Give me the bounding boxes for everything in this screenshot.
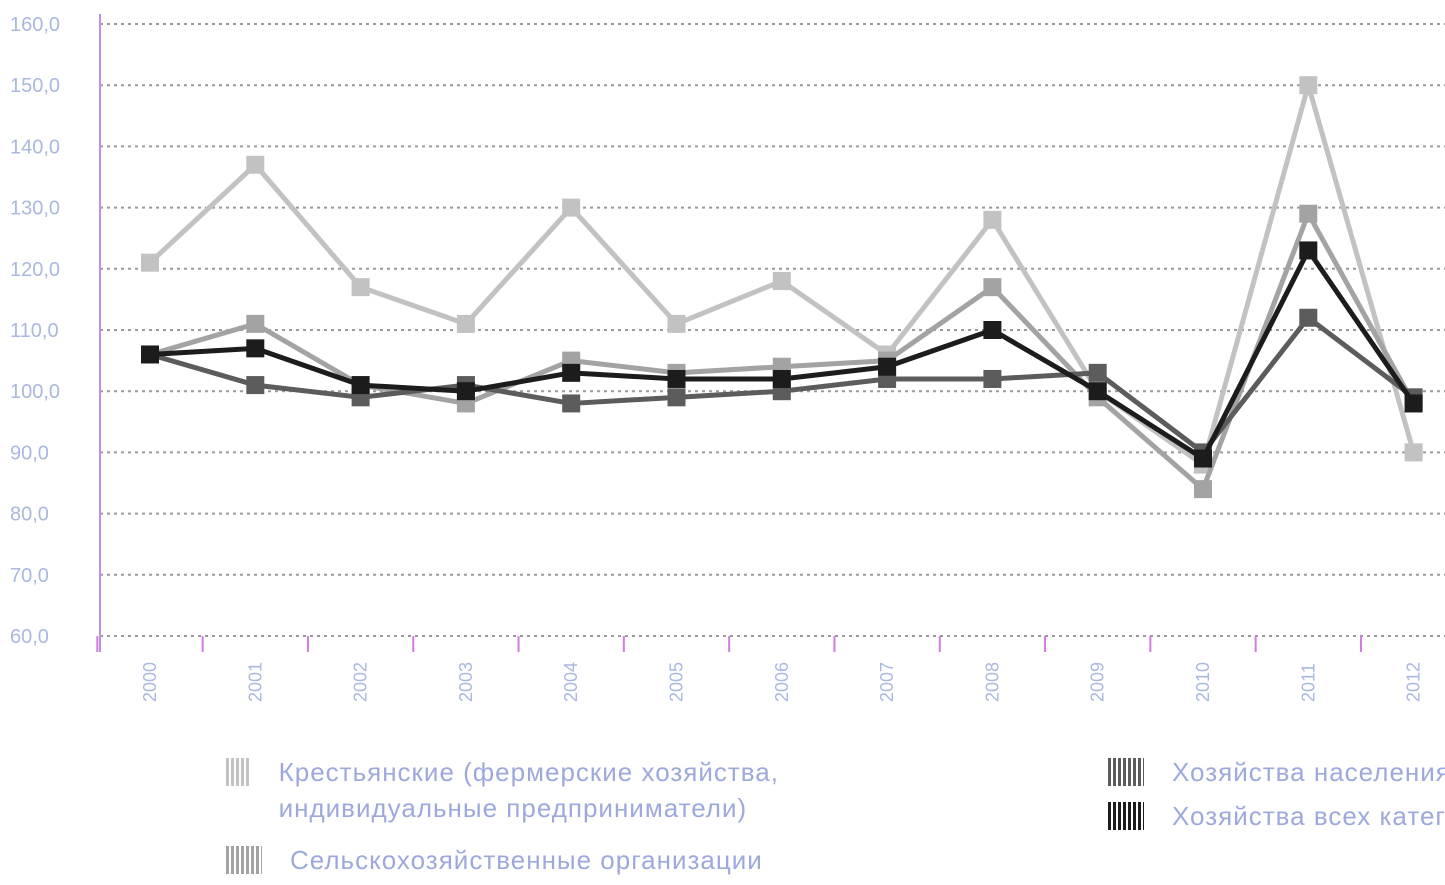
data-point (983, 369, 1002, 388)
legend-swatch-farms (226, 758, 251, 786)
legend-swatch-agri-orgs (226, 846, 262, 874)
x-tick-label: 2008 (982, 662, 1002, 702)
data-point (667, 314, 686, 333)
series-3 (141, 241, 1423, 468)
data-point (1299, 308, 1318, 327)
x-tick-label: 2005 (667, 662, 687, 702)
series-1 (141, 204, 1423, 499)
x-tick-label: 2011 (1298, 663, 1318, 702)
data-point (562, 394, 581, 413)
data-point (1404, 443, 1423, 462)
data-point (456, 314, 475, 333)
x-tick-label: 2009 (1088, 662, 1108, 702)
data-point (246, 314, 265, 333)
data-point (983, 278, 1002, 297)
y-tick-label: 150,0 (10, 75, 60, 97)
legend-item-agri-orgs: Сельскохозяйственные организации (226, 842, 946, 878)
data-point (246, 339, 265, 358)
legend-label-households: Хозяйства населения (1172, 757, 1445, 787)
data-point (246, 155, 265, 174)
legend-swatch-households (1108, 758, 1144, 786)
x-tick-label: 2007 (877, 662, 897, 702)
data-point (772, 272, 791, 291)
legend-swatch-all-categories (1108, 802, 1144, 830)
y-tick-label: 130,0 (10, 198, 60, 220)
data-point (1404, 394, 1423, 413)
series-lines (141, 76, 1423, 499)
data-point (878, 357, 897, 376)
data-point (1299, 76, 1318, 95)
x-tick-label: 2003 (456, 662, 476, 702)
legend-label-farms: Крестьянские (фермерские хозяйства, инди… (278, 757, 779, 823)
y-axis-labels: 60,0 70,0 80,0 90,0 100,0 110,0 120,0 130,0 140,… (10, 14, 60, 648)
x-tick-label: 2000 (140, 662, 160, 702)
data-point (246, 376, 265, 395)
data-point (141, 345, 159, 364)
x-tick-label: 2002 (351, 662, 371, 702)
data-point (1194, 480, 1212, 499)
x-tick-label: 2004 (561, 662, 581, 702)
y-tick-label: 160,0 (10, 14, 60, 36)
x-tick-label: 2010 (1193, 662, 1213, 702)
data-point (562, 198, 581, 217)
data-point (983, 321, 1002, 339)
data-point (141, 253, 159, 272)
y-tick-label: 110,0 (10, 320, 59, 342)
y-tick-label: 60,0 (10, 626, 49, 648)
y-tick-label: 120,0 (10, 259, 60, 281)
data-point (983, 210, 1002, 229)
y-tick-label: 100,0 (10, 381, 60, 403)
data-point (351, 376, 370, 395)
x-axis-ticks (96, 636, 1362, 652)
x-axis-labels: 2000 2001 2002 2003 2004 2005 2006 2007 2008 2009… (140, 662, 1424, 702)
y-tick-label: 80,0 (10, 504, 49, 526)
legend: Крестьянские (фермерские хозяйства, инди… (0, 740, 1445, 885)
data-point (1194, 449, 1212, 468)
legend-label-agri-orgs: Сельскохозяйственные организации (290, 845, 763, 875)
x-tick-label: 2006 (772, 662, 792, 702)
x-tick-label: 2001 (245, 662, 265, 702)
data-point (562, 363, 581, 382)
legend-item-households: Хозяйства населения (1108, 754, 1445, 790)
data-point (1299, 204, 1318, 223)
line-chart: 60,0 70,0 80,0 90,0 100,0 110,0 120,0 130,0 140,… (10, 14, 1445, 702)
y-tick-label: 90,0 (10, 442, 49, 464)
legend-label-all-categories: Хозяйства всех категорий (1172, 801, 1445, 831)
legend-item-all-categories: Хозяйства всех категорий (1108, 798, 1445, 834)
y-tick-label: 140,0 (10, 136, 60, 158)
series-line (149, 211, 1416, 492)
data-point (1088, 382, 1107, 401)
data-point (1299, 241, 1318, 260)
data-point (667, 388, 686, 407)
data-point (667, 369, 686, 388)
data-point (351, 278, 370, 297)
legend-item-farms: Крестьянские (фермерские хозяйства, инди… (226, 754, 946, 826)
data-point (1088, 363, 1107, 382)
x-tick-label: 2012 (1404, 662, 1424, 702)
y-tick-label: 70,0 (10, 565, 49, 587)
data-point (772, 369, 791, 388)
grid-lines (100, 23, 1445, 637)
data-point (456, 382, 475, 401)
